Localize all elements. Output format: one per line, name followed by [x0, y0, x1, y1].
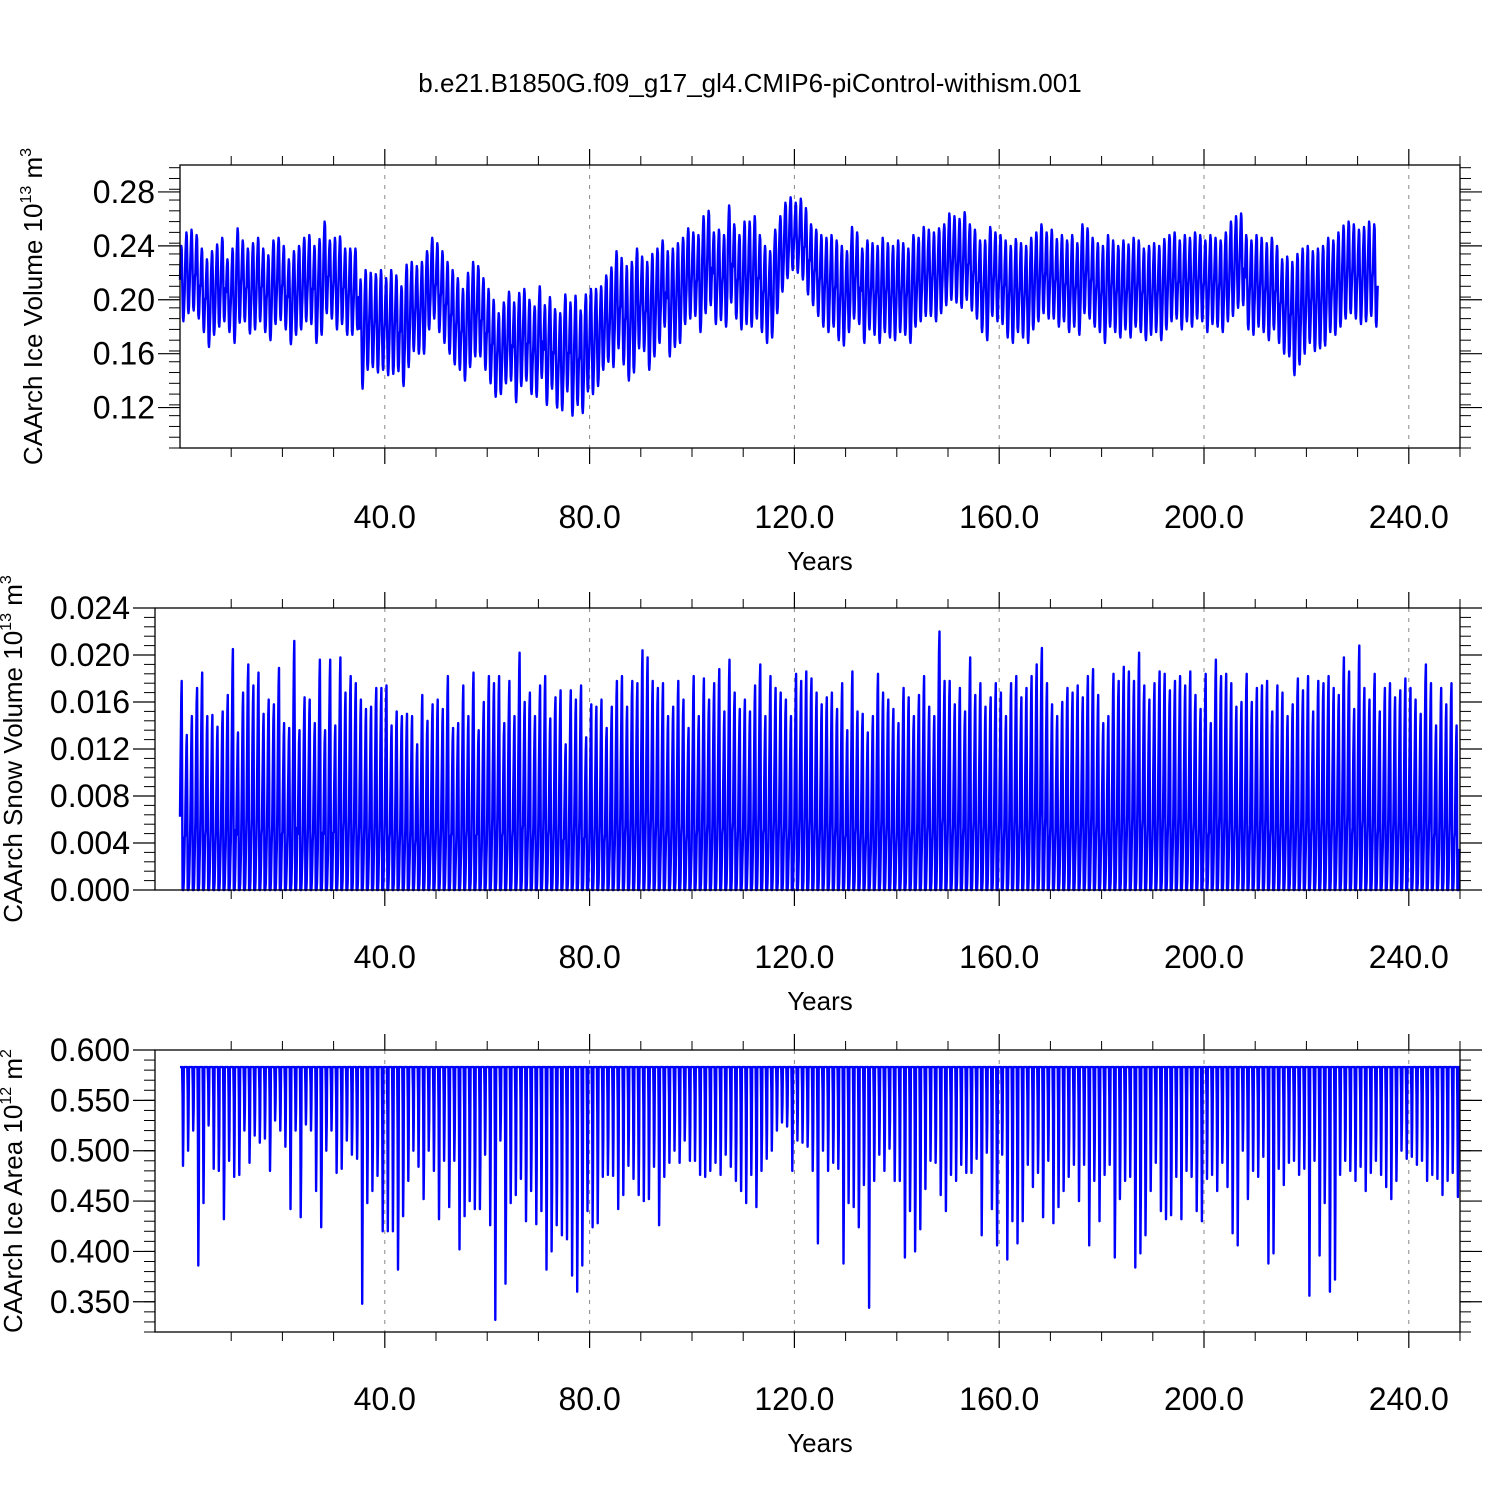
x-tick-label: 160.0: [959, 1381, 1039, 1417]
x-tick-label: 120.0: [754, 939, 834, 975]
y-axis-title: CAArch Snow Volume 1013 m3: [0, 575, 28, 923]
panels: 40.0 80.0 120.0 160.0 200.0 240.0Years0.120.1…: [0, 148, 1482, 1458]
y-tick-label: 0.004: [50, 825, 130, 861]
y-tick-label: 0.024: [50, 590, 130, 626]
series-line: [178, 630, 1461, 892]
x-tick-label: 240.0: [1369, 1381, 1449, 1417]
y-tick-label: 0.600: [50, 1032, 130, 1068]
x-tick-label: 40.0: [354, 499, 416, 535]
x-axis-title: Years: [787, 1428, 853, 1458]
y-tick-label: 0.20: [93, 282, 155, 318]
y-axis-title-unit-exponent: 3: [18, 148, 35, 157]
x-axis-title: Years: [787, 986, 853, 1016]
y-tick-label: 0.24: [93, 228, 155, 264]
x-tick-label: 200.0: [1164, 1381, 1244, 1417]
y-tick-label: 0.400: [50, 1233, 130, 1269]
y-axis-title: CAArch Ice Volume 1013 m3: [18, 148, 48, 465]
x-tick-label: 160.0: [959, 939, 1039, 975]
x-tick-label: 120.0: [754, 499, 834, 535]
x-tick-label: 160.0: [959, 499, 1039, 535]
x-tick-label: 240.0: [1369, 939, 1449, 975]
y-axis-title-main: CAArch Ice Area 10: [0, 1105, 28, 1333]
panel-2: 40.0 80.0 120.0 160.0 200.0 240.0 Years 0.000 0.…: [0, 575, 1482, 1016]
y-axis-title-unit-exponent: 2: [0, 1049, 15, 1058]
series-line: [178, 196, 1379, 417]
y-tick-label: 0.28: [93, 174, 155, 210]
x-tick-label: 80.0: [558, 499, 620, 535]
x-tick-label: 40.0: [354, 939, 416, 975]
y-tick-label: 0.020: [50, 637, 130, 673]
y-tick-label: 0.12: [93, 390, 155, 426]
x-tick-label: 120.0: [754, 1381, 834, 1417]
y-axis-title-exponent: 13: [18, 186, 35, 204]
y-axis-title-main: CAArch Snow Volume 10: [0, 631, 28, 923]
y-tick-label: 0.500: [50, 1133, 130, 1169]
y-axis-title-unit-exponent: 3: [0, 575, 15, 584]
panel-3: 40.0 80.0 120.0 160.0 200.0 240.0 Years 0.350 0.…: [0, 1032, 1482, 1458]
y-tick-label: 0.008: [50, 778, 130, 814]
y-axis-title-exponent: 13: [0, 613, 15, 631]
x-tick-label: 80.0: [558, 1381, 620, 1417]
x-axis-title: Years: [787, 546, 853, 576]
y-axis-title-unit: m: [0, 584, 28, 613]
y-axis-title-unit: m: [18, 157, 48, 186]
y-tick-label: 0.350: [50, 1284, 130, 1320]
y-axis-title-unit: m: [0, 1058, 28, 1087]
y-axis-title: CAArch Ice Area 1012 m2: [0, 1049, 28, 1333]
y-tick-label: 0.012: [50, 731, 130, 767]
x-tick-label: 40.0: [354, 1381, 416, 1417]
x-tick-label: 200.0: [1164, 499, 1244, 535]
series-line: [179, 1065, 1461, 1322]
x-tick-label: 240.0: [1369, 499, 1449, 535]
panel-1: 40.0 80.0 120.0 160.0 200.0 240.0 Years 0.12 0.1…: [18, 148, 1482, 576]
y-tick-label: 0.16: [93, 336, 155, 372]
y-tick-label: 0.550: [50, 1082, 130, 1118]
x-tick-label: 200.0: [1164, 939, 1244, 975]
figure-title: b.e21.B1850G.f09_g17_gl4.CMIP6-piControl…: [418, 68, 1081, 98]
y-tick-label: 0.016: [50, 684, 130, 720]
plot-frame: [179, 164, 1461, 449]
y-tick-label: 0.450: [50, 1183, 130, 1219]
y-tick-label: 0.000: [50, 872, 130, 908]
x-tick-label: 80.0: [558, 939, 620, 975]
y-axis-title-exponent: 12: [0, 1087, 15, 1105]
y-axis-title-main: CAArch Ice Volume 10: [18, 204, 48, 466]
